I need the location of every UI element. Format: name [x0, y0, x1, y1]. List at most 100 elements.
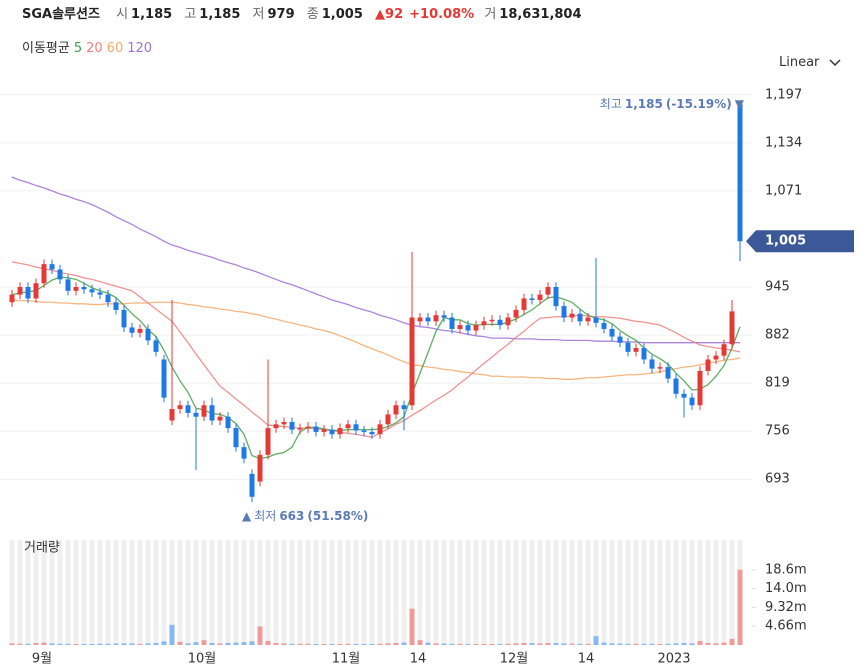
- candle-body: [673, 378, 679, 394]
- volume-bar: [633, 643, 639, 645]
- candle-body: [81, 287, 87, 290]
- candle-body: [161, 359, 167, 398]
- candle-body: [169, 409, 175, 421]
- volume-bar: [689, 643, 695, 645]
- volume-track: [633, 540, 639, 645]
- volume-track: [641, 540, 647, 645]
- annotation-part: 663: [279, 509, 304, 523]
- volume-bar: [73, 643, 79, 645]
- volume-track: [553, 540, 559, 645]
- ma-line: [11, 299, 741, 380]
- volume-bar: [721, 642, 727, 645]
- candle-body: [433, 315, 439, 322]
- candle-body: [561, 306, 567, 318]
- volume-track: [401, 540, 407, 645]
- volume-bar: [521, 642, 527, 645]
- x-tick-label: 11월: [332, 652, 361, 667]
- candle-body: [681, 393, 687, 398]
- candle-body: [217, 416, 223, 421]
- volume-bar: [129, 643, 135, 645]
- volume-track: [289, 540, 295, 645]
- candle-body: [457, 325, 463, 329]
- volume-track: [561, 540, 567, 645]
- annotation-marker: ▼: [735, 96, 745, 110]
- volume-bar: [601, 642, 607, 645]
- volume-track: [457, 540, 463, 645]
- volume-track: [105, 540, 111, 645]
- volume-bar: [233, 642, 239, 645]
- volume-track: [257, 540, 263, 645]
- candle-body: [65, 279, 71, 291]
- annotation-part: 1,185: [625, 96, 663, 110]
- candle-body: [25, 287, 31, 299]
- volume-bar: [177, 641, 183, 645]
- quote-label: 거: [484, 7, 497, 22]
- volume-bar: [345, 643, 351, 645]
- volume-bar: [681, 642, 687, 645]
- volume-bar: [57, 643, 63, 645]
- candle-body: [265, 428, 271, 455]
- ma-legend[interactable]: 이동평균 5 20 60 120: [22, 37, 152, 56]
- volume-track: [729, 540, 735, 645]
- volume-bar: [313, 643, 319, 645]
- y-tick-label: 756: [765, 424, 790, 439]
- volume-track: [721, 540, 727, 645]
- volume-track: [673, 540, 679, 645]
- volume-track: [57, 540, 63, 645]
- candle-body: [113, 302, 119, 310]
- volume-track: [489, 540, 495, 645]
- volume-track: [569, 540, 575, 645]
- volume-bar: [33, 642, 39, 645]
- quote-value: 1,185: [199, 7, 241, 22]
- chevron: [829, 58, 841, 66]
- volume-bar: [505, 643, 511, 645]
- volume-bar: [593, 636, 599, 645]
- volume-track: [137, 540, 143, 645]
- volume-track: [225, 540, 231, 645]
- candle-body: [249, 473, 255, 497]
- ma-legend-entry[interactable]: 60: [106, 41, 124, 56]
- volume-bar: [673, 643, 679, 645]
- volume-bar: [465, 643, 471, 645]
- y-tick-label: 1,197: [765, 87, 802, 102]
- candle-body: [729, 311, 735, 345]
- ma-legend-entry[interactable]: 20: [86, 41, 103, 56]
- candle-body: [737, 103, 743, 242]
- volume-track: [513, 540, 519, 645]
- volume-track: [233, 540, 239, 645]
- volume-track: [505, 540, 511, 645]
- scale-selector[interactable]: Linear: [779, 55, 842, 70]
- volume-track: [617, 540, 623, 645]
- candle-body: [41, 264, 47, 284]
- volume-bar: [209, 642, 215, 645]
- x-tick-label: 10월: [188, 652, 217, 667]
- quote-value: 1,185: [131, 7, 173, 22]
- candle-body: [465, 325, 471, 331]
- volume-track: [313, 540, 319, 645]
- volume-track: [273, 540, 279, 645]
- volume-bar: [137, 643, 143, 645]
- volume-bar: [497, 643, 503, 645]
- volume-bar: [449, 643, 455, 645]
- ma-legend-entry[interactable]: 120: [127, 41, 153, 56]
- candle-body: [281, 422, 287, 425]
- candle-body: [665, 367, 671, 379]
- volume-bar: [737, 569, 743, 645]
- volume-track: [681, 540, 687, 645]
- volume-bar: [657, 643, 663, 645]
- quote-label: 종: [306, 7, 319, 22]
- x-tick-label: 12월: [500, 652, 529, 667]
- candle-body: [201, 405, 207, 417]
- volume-bar: [697, 640, 703, 645]
- candle-body: [89, 289, 95, 293]
- volume-bar: [705, 642, 711, 645]
- volume-bar: [97, 643, 103, 645]
- candle-body: [689, 397, 695, 406]
- candle-body: [545, 287, 551, 295]
- ma-legend-entry[interactable]: 5: [73, 41, 83, 56]
- candle-body: [153, 340, 159, 352]
- volume-bar: [625, 643, 631, 645]
- candle-body: [33, 283, 39, 299]
- volume-track: [649, 540, 655, 645]
- volume-bar: [401, 642, 407, 645]
